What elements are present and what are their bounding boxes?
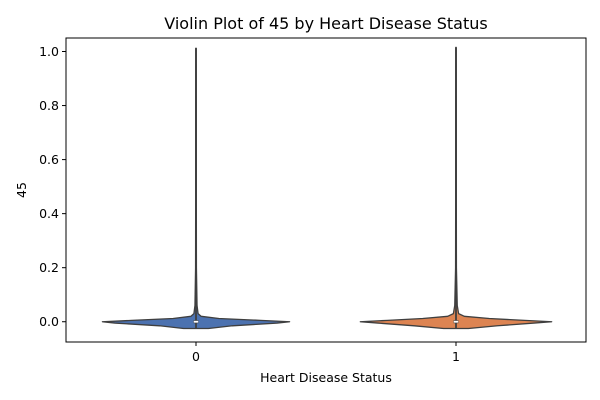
- y-axis: 0.0 0.2 0.4 0.6 0.8 1.0: [39, 44, 66, 329]
- y-tick-label: 0.8: [39, 98, 59, 113]
- violin-median: [453, 320, 459, 323]
- plot-area: [101, 46, 553, 330]
- x-tick-label: 0: [192, 349, 200, 364]
- y-tick-label: 0.6: [39, 152, 59, 167]
- y-axis-label: 45: [14, 182, 29, 198]
- violin-median: [193, 320, 199, 323]
- x-axis-label: Heart Disease Status: [260, 370, 392, 385]
- y-tick-label: 1.0: [39, 44, 59, 59]
- plot-frame: [65, 37, 587, 343]
- y-tick-label: 0.0: [39, 314, 59, 329]
- y-tick-label: 0.4: [39, 206, 59, 221]
- y-tick-label: 0.2: [39, 260, 59, 275]
- x-tick-label: 1: [452, 349, 460, 364]
- chart-title: Violin Plot of 45 by Heart Disease Statu…: [164, 14, 487, 33]
